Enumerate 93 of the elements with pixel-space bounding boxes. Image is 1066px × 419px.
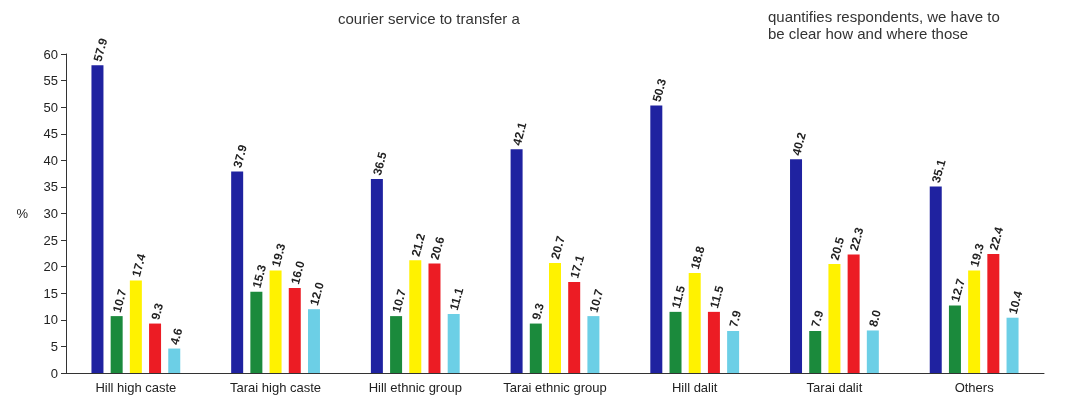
bar [727, 331, 740, 373]
x-tick-label: Hill dalit [671, 380, 718, 395]
bar [650, 105, 663, 373]
text: 9.3 [529, 301, 547, 322]
bar [307, 309, 320, 373]
text: 12.7 [948, 277, 968, 304]
text: 21.2 [408, 231, 429, 259]
text: 19.3 [268, 242, 289, 269]
y-tick-label: 0 [50, 365, 58, 381]
text: 4.6 [167, 326, 186, 347]
bar [688, 273, 701, 373]
bar [948, 305, 961, 373]
y-tick-label: 50 [43, 99, 58, 115]
bar [790, 159, 803, 373]
y-tick-label: 5 [50, 338, 58, 354]
text: 57.9 [90, 36, 111, 63]
bar [847, 254, 860, 373]
text: 42.1 [509, 120, 530, 147]
text: 10.4 [1005, 289, 1026, 316]
y-tick-label: 30 [43, 206, 58, 221]
y-tick-label: 40 [43, 152, 58, 168]
bar [149, 323, 162, 373]
text: 11.1 [446, 286, 467, 312]
bar [91, 65, 104, 373]
bar [809, 331, 822, 373]
y-tick-label: 35 [43, 179, 58, 195]
y-tick-label: 10 [43, 312, 58, 328]
y-tick-label: 60 [43, 46, 58, 62]
text: 9.3 [148, 301, 167, 322]
text: 17.4 [129, 252, 149, 279]
text: 35.1 [928, 158, 949, 185]
bar [1006, 317, 1019, 373]
text: 16.0 [288, 259, 308, 286]
text: 7.9 [808, 309, 827, 329]
y-axis-title: % [16, 206, 29, 221]
text: 22.3 [846, 226, 867, 253]
text: 15.3 [249, 263, 270, 290]
bar [828, 264, 841, 373]
bar [968, 270, 981, 373]
text: 20.6 [427, 235, 448, 262]
bar [587, 316, 600, 373]
bar [929, 186, 942, 373]
bar [110, 316, 123, 373]
text: 22.4 [986, 225, 1007, 252]
x-tick-label: Others [954, 380, 995, 395]
text: 18.8 [687, 244, 708, 271]
bar [390, 316, 403, 373]
bar [428, 263, 441, 373]
bar [707, 311, 720, 373]
text: 50.3 [649, 77, 670, 104]
text: 10.7 [109, 287, 130, 314]
x-tick-label: Tarai ethnic group [503, 380, 607, 395]
bar [250, 291, 263, 373]
y-tick-label: 55 [43, 73, 58, 89]
text: 11.5 [668, 284, 689, 310]
bar [510, 149, 523, 373]
bar [549, 262, 561, 373]
text: 40.2 [789, 130, 809, 158]
text: quantifies respondents, we have to be clear how and where those [768, 8, 1000, 42]
text: 20.7 [548, 234, 568, 261]
text: 20.5 [827, 235, 848, 262]
text: 8.0 [866, 308, 884, 329]
bar [370, 178, 383, 373]
x-tick-label: Hill high caste [95, 380, 177, 395]
text: 11.5 [707, 284, 727, 310]
y-tick-label: 45 [43, 126, 58, 142]
text: courier service to transfer a [338, 10, 521, 27]
bar [168, 348, 181, 373]
y-tick-label: 25 [43, 232, 58, 248]
bar [447, 313, 460, 373]
bar [129, 280, 142, 373]
text: 12.0 [307, 280, 327, 308]
y-tick-label: 20 [43, 259, 58, 275]
y-tick-label: 15 [43, 285, 58, 301]
text: 19.3 [967, 242, 987, 269]
x-tick-label: Hill ethnic group [368, 380, 462, 395]
bar [529, 323, 542, 373]
x-tick-label: Tarai dalit [806, 380, 863, 395]
bar [269, 270, 282, 373]
bar [288, 287, 301, 373]
x-tick-label: Tarai high caste [230, 380, 322, 395]
bar [669, 311, 682, 373]
text: 10.7 [586, 287, 607, 314]
bar [866, 330, 879, 373]
text: 37.9 [230, 143, 250, 170]
text: 17.1 [567, 253, 588, 280]
text: 36.5 [370, 150, 390, 177]
bar [231, 171, 244, 373]
text: 7.9 [726, 309, 745, 329]
text: 10.7 [389, 287, 409, 314]
bar [568, 282, 581, 373]
bar [409, 260, 422, 373]
bar [987, 253, 1000, 373]
